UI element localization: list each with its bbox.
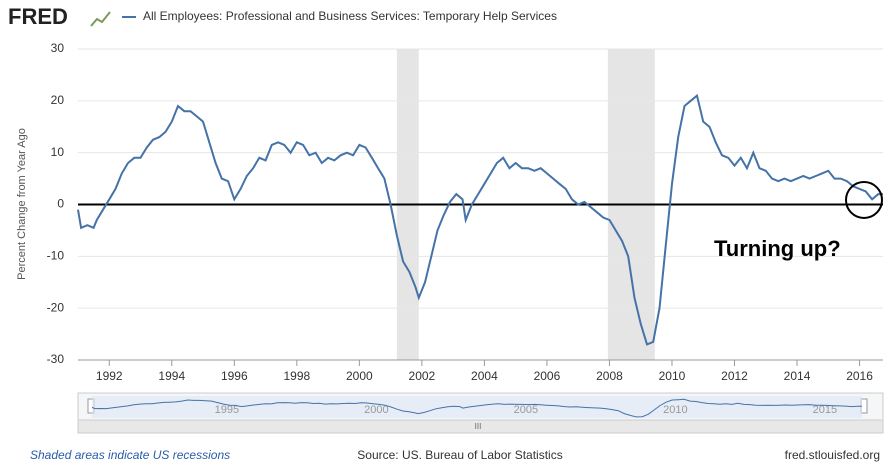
series-line [77,93,883,346]
logo-icon [90,11,111,27]
navigator-tick-label: 2010 [663,404,687,416]
x-tick-label: 1998 [283,369,310,383]
navigator-tick-label: 2015 [813,404,837,416]
navigator-tick-label: 1995 [215,404,239,416]
y-tick-label: 20 [51,93,65,107]
footer-right: fred.stlouisfed.org [785,448,880,462]
footer-left[interactable]: Shaded areas indicate US recessions [30,448,230,462]
x-tick-label: 2000 [346,369,373,383]
navigator-selection [92,396,862,418]
x-tick-label: 2006 [534,369,561,383]
navigator-tick-label: 2000 [364,404,388,416]
navigator-tick-label: 2005 [514,404,538,416]
y-tick-label: -30 [47,352,65,366]
x-tick-label: 2010 [659,369,686,383]
logo: FRED [8,4,68,29]
y-tick-label: 0 [57,197,64,211]
footer-center: Source: US. Bureau of Labor Statistics [357,448,562,462]
x-tick-label: 1992 [96,369,123,383]
legend-label: All Employees: Professional and Business… [143,9,557,23]
y-tick-label: 10 [51,145,65,159]
scrollbar-grip[interactable]: III [475,422,482,431]
y-tick-label: -10 [47,249,65,263]
x-tick-label: 2012 [721,369,748,383]
y-tick-label: 30 [51,41,65,55]
y-tick-label: -20 [47,300,65,314]
x-tick-label: 1994 [158,369,185,383]
annotation-circle [845,181,883,219]
x-tick-label: 2002 [409,369,436,383]
y-axis-label: Percent Change from Year Ago [16,128,28,280]
x-tick-label: 2008 [596,369,623,383]
annotation: Turning up? [714,236,841,261]
scrollbar[interactable] [77,419,884,434]
x-tick-label: 2016 [846,369,873,383]
x-tick-label: 2004 [471,369,498,383]
navigator-line [91,398,862,418]
x-tick-label: 1996 [221,369,248,383]
x-tick-label: 2014 [784,369,811,383]
